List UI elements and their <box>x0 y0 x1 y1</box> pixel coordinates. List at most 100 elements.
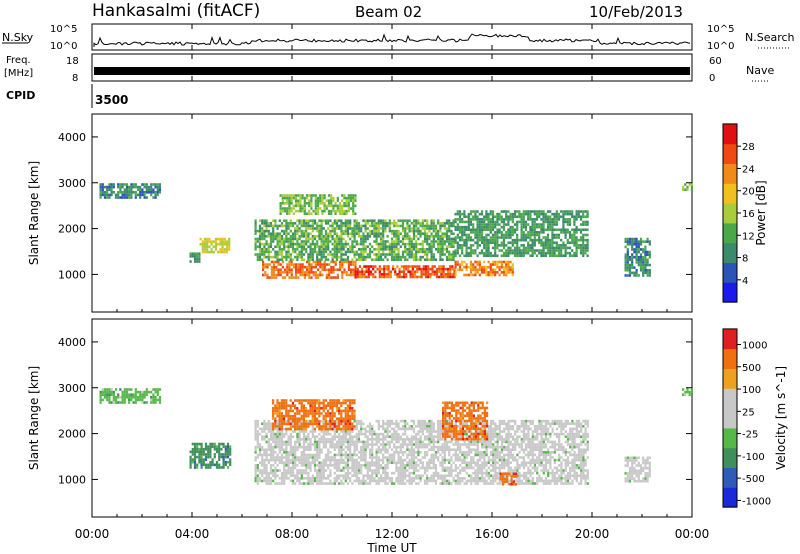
heatmap-cell <box>404 242 407 246</box>
heatmap-cell <box>333 253 336 256</box>
heatmap-cell <box>377 456 380 459</box>
power-panel-frame <box>91 113 693 313</box>
heatmap-cell <box>491 273 495 277</box>
heatmap-cell <box>267 255 270 259</box>
heatmap-cell <box>355 443 358 446</box>
heatmap-cell <box>555 220 558 224</box>
heatmap-cell <box>439 448 442 452</box>
heatmap-cell <box>428 227 431 230</box>
heatmap-cell <box>152 396 155 399</box>
heatmap-cell <box>269 242 273 246</box>
heatmap-cell <box>283 448 286 452</box>
heatmap-cell <box>327 245 330 249</box>
heatmap-cell <box>437 240 440 243</box>
heatmap-cell <box>346 255 350 259</box>
heatmap-cell <box>357 419 361 423</box>
heatmap-cell <box>265 224 268 228</box>
heatmap-cell <box>469 244 473 247</box>
heatmap-cell <box>289 245 292 249</box>
heatmap-cell <box>564 249 567 252</box>
heatmap-cell <box>327 248 330 251</box>
heatmap-cell <box>440 265 443 268</box>
heatmap-cell <box>454 265 457 269</box>
heatmap-cell <box>330 212 333 216</box>
heatmap-cell <box>529 254 532 258</box>
heatmap-cell <box>465 233 468 237</box>
heatmap-cell <box>437 435 440 439</box>
heatmap-cell <box>445 235 449 238</box>
heatmap-cell <box>426 242 429 246</box>
heatmap-cell <box>690 183 693 186</box>
heatmap-cell <box>364 224 367 228</box>
heatmap-cell <box>500 233 503 237</box>
heatmap-cell <box>254 219 257 223</box>
heatmap-cell <box>316 451 319 454</box>
heatmap-cell <box>346 235 350 238</box>
heatmap-cell <box>303 209 306 213</box>
heatmap-cell <box>305 202 309 205</box>
heatmap-cell <box>412 479 416 483</box>
heatmap-cell <box>456 260 459 264</box>
heatmap-cell <box>498 268 501 272</box>
heatmap-cell <box>412 477 416 480</box>
heatmap-cell <box>300 453 303 457</box>
heatmap-cell <box>538 212 541 216</box>
colorbar-tick-label: 24 <box>742 164 755 175</box>
heatmap-cell <box>465 244 468 247</box>
heatmap-cell <box>372 265 375 268</box>
heatmap-cell <box>474 215 477 219</box>
heatmap-cell <box>469 263 473 266</box>
heatmap-cell <box>314 196 317 200</box>
heatmap-cell <box>139 398 142 402</box>
heatmap-cell <box>465 456 468 459</box>
heatmap-cell <box>421 419 424 423</box>
heatmap-cell <box>637 245 640 249</box>
heatmap-cell <box>491 228 495 232</box>
heatmap-cell <box>121 183 124 186</box>
heatmap-cell <box>134 183 137 186</box>
heatmap-cell <box>280 479 284 483</box>
heatmap-cell <box>458 265 462 269</box>
heatmap-cell <box>305 430 308 433</box>
heatmap-cell <box>356 275 359 279</box>
heatmap-cell <box>445 466 449 470</box>
heatmap-cell <box>263 245 266 249</box>
heatmap-cell <box>117 183 120 186</box>
heatmap-cell <box>371 469 374 472</box>
heatmap-cell <box>375 464 378 467</box>
power-heatmap <box>99 183 693 279</box>
heatmap-cell <box>310 204 313 208</box>
heatmap-cell <box>289 471 292 475</box>
heatmap-cell <box>557 249 561 252</box>
heatmap-cell <box>324 443 328 446</box>
heatmap-cell <box>421 432 424 436</box>
heatmap-cell <box>385 275 388 279</box>
heatmap-cell <box>430 240 433 243</box>
heatmap-cell <box>305 461 308 465</box>
heatmap-cell <box>400 275 403 279</box>
heatmap-cell <box>476 225 479 229</box>
heatmap-cell <box>263 232 266 236</box>
heatmap-cell <box>368 432 372 436</box>
heatmap-cell <box>586 223 589 226</box>
heatmap-cell <box>584 228 587 232</box>
heatmap-cell <box>344 430 347 433</box>
heatmap-cell <box>346 443 350 446</box>
heatmap-cell <box>318 477 321 480</box>
heatmap-cell <box>456 479 460 483</box>
heatmap-cell <box>476 268 479 272</box>
heatmap-cell <box>385 265 388 268</box>
y-tick-label: 4000 <box>58 131 86 144</box>
heatmap-cell <box>307 227 310 230</box>
heatmap-cell <box>463 440 466 444</box>
heatmap-cell <box>382 229 385 233</box>
nave-tick-low: 0 <box>709 73 715 84</box>
heatmap-cell <box>278 482 281 485</box>
heatmap-cell <box>417 451 420 454</box>
heatmap-cell <box>254 430 257 433</box>
heatmap-cell <box>419 235 422 238</box>
heatmap-cell <box>487 246 490 250</box>
heatmap-cell <box>461 451 464 454</box>
heatmap-cell <box>586 210 589 213</box>
heatmap-cell <box>218 458 221 461</box>
